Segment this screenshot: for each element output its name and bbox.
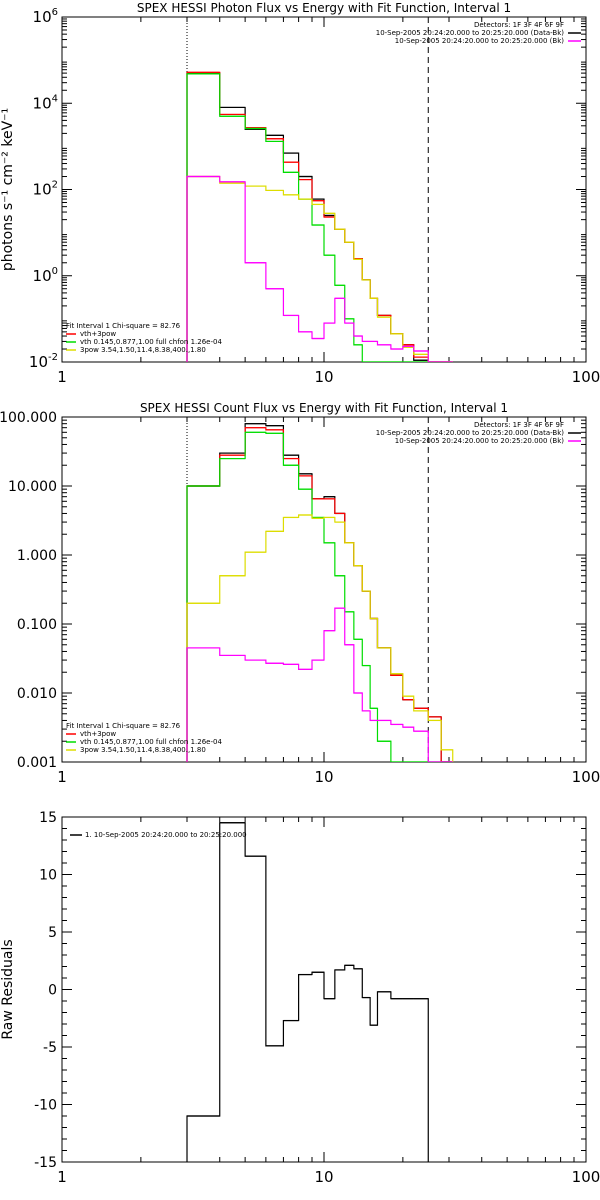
chart-3: 1 10 100 -15 -10 -5 0 5 10 15 Raw Residuals 1. 10-S…	[0, 810, 600, 1186]
plot-area	[186, 822, 429, 1162]
y-tick-label: 0	[48, 983, 57, 999]
legend-entry: Fit Interval 1 Chi-square = 82.76	[66, 322, 181, 330]
y-tick-label-exponent: -2	[48, 352, 58, 363]
legend-entry: 3pow 3.54,1.50,11.4,8.38,400.,1.80	[80, 346, 206, 354]
y-tick-label: 10.000	[8, 479, 57, 495]
series-vth	[186, 73, 453, 362]
x-tick-label: 10	[314, 1168, 333, 1186]
y-tick-label-exponent: 6	[52, 7, 58, 18]
legend-entry: 10-Sep-2005 20:24:20.000 to 20:25:20.000…	[376, 429, 565, 437]
chart-2: SPEX HESSI Count Flux vs Energy with Fit…	[0, 401, 600, 786]
y-tick-label-base: 10	[33, 8, 52, 26]
y-tick-label: 0.001	[17, 755, 57, 771]
y-tick-label: 100.000	[0, 410, 57, 426]
y-tick-label: 15	[39, 810, 57, 826]
series-step-line	[186, 431, 453, 762]
series-vth-3pow	[186, 427, 453, 762]
y-tick-label: 1.000	[17, 548, 57, 564]
series-bk	[186, 175, 453, 362]
series-step-line	[186, 175, 453, 362]
series-3pow	[186, 514, 454, 762]
y-tick-label-exponent: 2	[52, 180, 58, 191]
y-tick-label: 106	[33, 7, 58, 26]
series-step-line	[186, 607, 453, 762]
y-tick-label: 0.100	[17, 617, 57, 633]
y-tick-label: 10-2	[29, 352, 58, 371]
chart-title: SPEX HESSI Photon Flux vs Energy with Fi…	[137, 1, 511, 15]
series-vth	[186, 431, 453, 762]
y-tick-label: -10	[34, 1098, 57, 1114]
y-axis-label: photons s⁻¹ cm⁻² keV⁻¹	[0, 108, 16, 271]
x-tick-label: 1	[57, 1168, 67, 1186]
chart-title: SPEX HESSI Count Flux vs Energy with Fit…	[140, 401, 508, 415]
y-tick-label-base: 10	[33, 94, 52, 112]
series-step-line	[186, 822, 429, 1162]
y-tick-label: -15	[34, 1155, 57, 1171]
chart-1: SPEX HESSI Photon Flux vs Energy with Fi…	[0, 1, 600, 386]
x-tick-label: 10	[314, 368, 333, 386]
x-tick-label: 1	[57, 768, 67, 786]
y-axis-label: Raw Residuals	[0, 939, 16, 1039]
series-step-line	[186, 73, 453, 362]
legend-entry: vth+3pow	[80, 330, 116, 338]
y-tick-label: 0.010	[17, 686, 57, 702]
series-step-line	[186, 427, 453, 762]
x-tick-label: 100	[572, 368, 600, 386]
y-tick-label-exponent: 0	[52, 266, 58, 277]
legend-entry: 10-Sep-2005 20:24:20.000 to 20:25:20.000…	[395, 37, 565, 45]
y-tick-label-base: 10	[33, 181, 52, 199]
y-tick-label-base: 10	[29, 353, 48, 371]
x-tick-label: 100	[572, 1168, 600, 1186]
legend-entry: vth+3pow	[80, 730, 116, 738]
x-tick-label: 100	[572, 768, 600, 786]
series-1-10-sep-2005-20-24-20-000-to-20-25-20-000	[186, 822, 429, 1162]
legend-entry: vth 0.145,0.877,1.00 full chfon 1.26e-04	[80, 338, 222, 346]
plot-area	[186, 417, 454, 762]
y-tick-label: 100	[33, 266, 58, 285]
legend-entry: 1. 10-Sep-2005 20:24:20.000 to 20:25:20.…	[85, 831, 247, 839]
legend-entry: Detectors: 1F 3F 4F 6F 9F	[474, 21, 564, 29]
series-step-line	[186, 175, 453, 362]
x-tick-label: 1	[57, 368, 67, 386]
series-step-line	[186, 423, 453, 762]
legend-entry: Fit Interval 1 Chi-square = 82.76	[66, 722, 181, 730]
y-tick-label: 5	[48, 925, 57, 941]
y-tick-label-exponent: 4	[52, 93, 58, 104]
legend-entry: Detectors: 1F 3F 4F 6F 9F	[474, 421, 564, 429]
y-tick-label-base: 10	[33, 267, 52, 285]
series-3pow	[186, 175, 453, 362]
plot-frame	[61, 416, 587, 763]
legend-entry: 3pow 3.54,1.50,11.4,8.38,400.,1.80	[80, 746, 206, 754]
legend-entry: vth 0.145,0.877,1.00 full chfon 1.26e-04	[80, 738, 222, 746]
plot-area	[186, 17, 453, 362]
series-step-line	[186, 514, 454, 762]
y-tick-label: 102	[33, 180, 58, 199]
y-tick-label: 10	[39, 868, 57, 884]
y-tick-label: -5	[43, 1040, 57, 1056]
legend-entry: 10-Sep-2005 20:24:20.000 to 20:25:20.000…	[376, 29, 565, 37]
series-bk	[186, 607, 453, 762]
series-data-bk	[186, 423, 453, 762]
y-tick-label: 104	[33, 93, 58, 112]
plot-frame	[61, 16, 587, 363]
x-tick-label: 10	[314, 768, 333, 786]
legend-entry: 10-Sep-2005 20:24:20.000 to 20:25:20.000…	[395, 437, 565, 445]
